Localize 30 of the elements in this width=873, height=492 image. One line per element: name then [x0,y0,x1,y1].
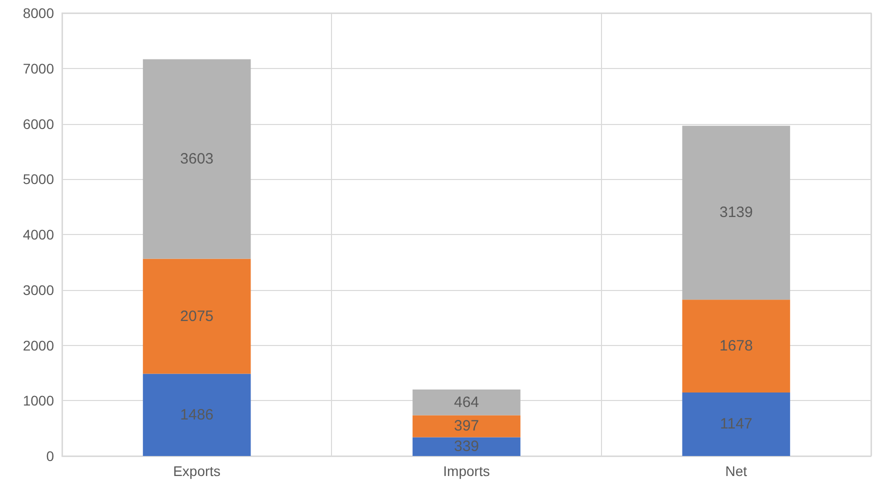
bar [142,374,251,456]
data-label: 397 [454,418,480,435]
x-tick-label: Exports [173,463,221,479]
data-label: 464 [454,394,480,411]
bar [682,126,790,300]
y-tick-label: 4000 [22,226,54,242]
y-tick-label: 5000 [22,171,54,188]
y-tick-label: 2000 [22,337,54,354]
y-tick-label: 8000 [22,5,54,21]
data-label: 1147 [720,416,752,433]
y-tick-label: 7000 [22,60,54,76]
x-tick-label: Imports [443,463,490,479]
bar [412,437,520,456]
data-label: 3139 [719,204,753,222]
data-label: 1486 [180,406,214,424]
y-tick-label: 6000 [22,116,54,132]
bar [142,59,251,259]
bar [412,390,520,416]
data-label: 3603 [180,150,214,168]
bar [412,415,520,438]
y-tick-label: 3000 [22,282,54,298]
data-label: 1678 [719,338,753,355]
data-label: 339 [454,438,480,456]
bar [682,300,790,392]
y-tick-label: 0 [46,448,54,464]
x-tick-label: Net [725,463,748,479]
bar [682,392,790,456]
y-tick-label: 1000 [22,392,54,409]
bar [142,258,251,374]
data-label: 2075 [180,308,214,325]
